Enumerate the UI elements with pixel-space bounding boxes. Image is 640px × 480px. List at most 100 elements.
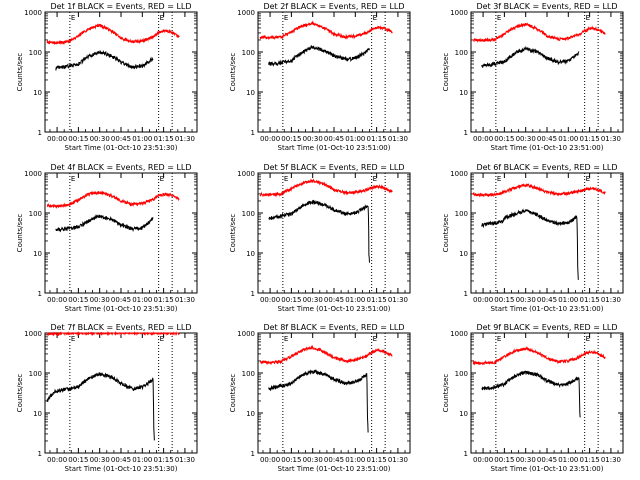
y-tick-label: 100	[242, 370, 255, 378]
detector-panel-5: Det 5f BLACK = Events, RED = LLD 1 10 100 10…	[229, 163, 411, 313]
y-tick-label: 1	[464, 290, 468, 298]
y-tick-label: 100	[29, 210, 42, 218]
x-axis-label: Start Time (01-Oct-10 23:51:30)	[65, 144, 178, 152]
marker-label: E	[373, 14, 377, 22]
x-tick-label: 01:00	[345, 135, 365, 143]
marker-label: E	[71, 335, 75, 343]
x-axis-label: Start Time (01-Oct-10 23:51:30)	[65, 465, 178, 473]
x-axis-label: Start Time (01-Oct-10 23:51:00)	[491, 465, 604, 473]
detector-panel-7: Det 7f BLACK = Events, RED = LLD 1 10 100 10…	[16, 323, 198, 473]
panel-title: Det 9f BLACK = Events, RED = LLD	[476, 323, 617, 332]
lld-series-line	[472, 345, 606, 366]
detector-panel-8: Det 8f BLACK = Events, RED = LLD 1 10 100 10…	[229, 323, 411, 473]
events-series-line	[268, 44, 370, 68]
y-tick-label: 100	[29, 49, 42, 57]
y-axis-label: Counts/sec	[229, 214, 237, 253]
marker-label: E	[284, 335, 288, 343]
x-tick-label: 00:00	[47, 456, 67, 464]
x-tick-label: 00:45	[324, 456, 344, 464]
x-tick-label: 00:15	[68, 135, 88, 143]
x-tick-label: 01:15	[367, 296, 387, 304]
y-axis-label: Counts/sec	[16, 53, 24, 92]
marker-label: E	[586, 175, 590, 183]
detector-panel-4: Det 4f BLACK = Events, RED = LLD 1 10 100 10…	[16, 163, 198, 313]
y-axis-label: Counts/sec	[442, 53, 450, 92]
x-tick-label: 01:15	[580, 456, 600, 464]
x-tick-label: 00:15	[68, 296, 88, 304]
events-series-line	[481, 45, 580, 69]
x-tick-label: 00:30	[90, 296, 110, 304]
x-tick-label: 00:00	[260, 135, 280, 143]
x-tick-label: 00:15	[281, 296, 301, 304]
y-axis-label: Counts/sec	[442, 214, 450, 253]
x-axis-label: Start Time (01-Oct-10 23:51:00)	[278, 144, 391, 152]
marker-label: E	[373, 335, 377, 343]
x-tick-label: 00:45	[111, 296, 131, 304]
plot-frame	[257, 332, 411, 454]
x-tick-label: 01:30	[601, 296, 621, 304]
y-axis-label: Counts/sec	[229, 53, 237, 92]
x-tick-label: 00:15	[494, 135, 514, 143]
lld-series-line	[46, 23, 180, 46]
y-tick-label: 10	[459, 89, 468, 97]
y-axis-label: Counts/sec	[16, 214, 24, 253]
marker-label: E	[497, 175, 501, 183]
y-tick-label: 1	[38, 129, 42, 137]
y-tick-label: 10	[33, 410, 42, 418]
x-tick-label: 00:15	[281, 135, 301, 143]
plot-frame	[470, 332, 624, 454]
x-axis-label: Start Time (01-Oct-10 23:51:00)	[278, 465, 391, 473]
x-tick-label: 00:30	[90, 456, 110, 464]
panel-title: Det 3f BLACK = Events, RED = LLD	[476, 2, 617, 11]
plot-frame	[44, 172, 198, 294]
y-tick-label: 1	[38, 450, 42, 458]
panel-title: Det 2f BLACK = Events, RED = LLD	[263, 2, 404, 11]
x-tick-label: 01:15	[154, 135, 174, 143]
plot-frame	[44, 11, 198, 133]
x-tick-label: 00:45	[111, 456, 131, 464]
x-tick-label: 01:30	[601, 456, 621, 464]
panel-title: Det 7f BLACK = Events, RED = LLD	[50, 323, 191, 332]
events-series-line	[55, 49, 154, 72]
y-tick-label: 1000	[24, 170, 42, 178]
y-tick-label: 1000	[24, 330, 42, 338]
y-tick-label: 1000	[450, 9, 468, 17]
marker-label: E	[497, 14, 501, 22]
x-tick-label: 00:00	[260, 456, 280, 464]
x-tick-label: 00:45	[537, 456, 557, 464]
y-tick-label: 1000	[237, 170, 255, 178]
y-tick-label: 1	[251, 450, 255, 458]
plot-frame	[44, 332, 198, 454]
y-tick-label: 10	[33, 250, 42, 258]
x-tick-label: 01:00	[558, 296, 578, 304]
x-tick-label: 00:30	[303, 296, 323, 304]
marker-label: E	[71, 14, 75, 22]
events-series-line	[55, 213, 154, 233]
x-tick-label: 00:30	[516, 456, 536, 464]
x-tick-label: 00:00	[473, 456, 493, 464]
x-tick-label: 00:15	[68, 456, 88, 464]
y-tick-label: 1000	[237, 9, 255, 17]
x-tick-label: 00:00	[47, 296, 67, 304]
marker-label: E	[284, 14, 288, 22]
marker-label: E	[71, 175, 75, 183]
x-tick-label: 01:30	[175, 135, 195, 143]
lld-series-line	[259, 178, 393, 198]
y-tick-label: 10	[33, 89, 42, 97]
panel-title: Det 4f BLACK = Events, RED = LLD	[50, 163, 191, 172]
x-tick-label: 01:00	[132, 135, 152, 143]
x-tick-label: 01:15	[580, 296, 600, 304]
lld-series-line	[259, 344, 393, 366]
y-tick-label: 1	[251, 290, 255, 298]
y-tick-label: 1	[464, 129, 468, 137]
detector-panel-1: Det 1f BLACK = Events, RED = LLD 1 10 100 10…	[16, 2, 198, 152]
x-tick-label: 00:45	[537, 135, 557, 143]
events-series-line	[481, 370, 581, 418]
y-tick-label: 10	[246, 410, 255, 418]
marker-label: E	[160, 175, 164, 183]
lld-series-line	[46, 331, 180, 337]
events-series-line	[46, 372, 155, 441]
x-tick-label: 00:30	[516, 135, 536, 143]
y-tick-label: 10	[459, 410, 468, 418]
y-tick-label: 1000	[450, 330, 468, 338]
